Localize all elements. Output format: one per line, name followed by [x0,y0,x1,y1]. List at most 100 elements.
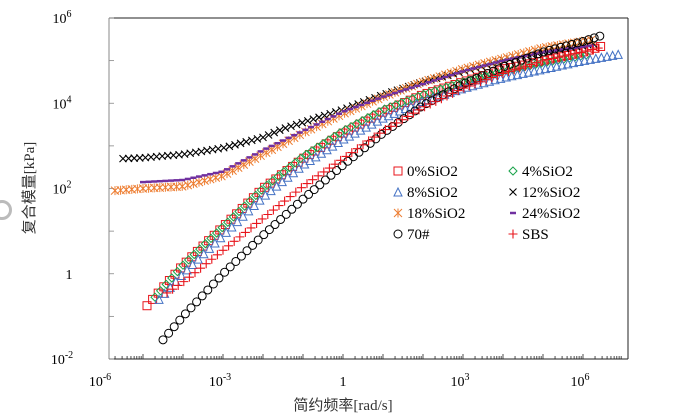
data-point [164,328,174,338]
data-point [532,58,542,68]
data-point [543,55,553,65]
data-point [236,139,245,148]
data-point [212,250,222,260]
data-point [453,86,463,96]
legend-item: 0%SiO2 [393,164,458,180]
x-tick-label: 10-3 [209,372,231,390]
data-point [585,54,596,64]
y-tick-label: 10-2 [51,350,73,368]
data-point [198,248,209,259]
data-point [313,171,323,181]
data-point [180,309,190,319]
legend-item: 12%SiO2 [509,185,580,201]
data-point [176,270,187,280]
data-point [150,292,160,302]
data-point [556,42,566,52]
y-tick-label: 104 [53,94,72,112]
data-point [158,335,168,345]
data-point [262,180,272,191]
data-point [358,140,368,150]
data-point [263,210,273,220]
data-point [248,240,258,250]
legend-label: 4%SiO2 [522,164,573,180]
data-point [518,68,528,78]
data-point [307,146,317,156]
data-point [505,59,515,69]
data-point [264,131,273,139]
data-point [257,214,267,224]
data-point [593,43,603,53]
data-point [214,273,224,283]
data-point [290,158,300,168]
x-tick-label: 106 [571,372,590,390]
legend-marker [508,166,518,176]
data-point [229,236,239,246]
data-point [511,57,521,67]
data-point [371,134,381,144]
data-point [303,117,312,125]
data-point [506,70,517,81]
data-point [173,280,183,290]
data-point [374,107,384,117]
data-point [245,157,254,167]
data-point [228,166,237,176]
data-point [561,41,571,51]
data-point [215,232,226,243]
legend-item: 70# [393,227,430,243]
data-point [274,201,284,211]
data-point [256,185,267,195]
data-point [253,235,263,245]
data-point [352,144,362,154]
data-point [309,185,319,195]
legend-label: 70# [407,227,430,243]
data-point [224,241,234,251]
data-point [588,45,598,55]
data-point [279,167,289,177]
legend-marker [393,208,403,218]
data-point [162,288,172,298]
data-point [203,285,213,295]
data-point [337,161,347,171]
data-point [276,214,286,224]
data-point [193,254,204,264]
data-point [308,175,318,185]
data-point [189,249,199,260]
data-point [225,142,234,151]
data-point [515,63,525,73]
data-point [225,262,235,272]
data-point [403,111,413,121]
data-point [236,251,246,261]
data-point [544,45,554,55]
data-point [211,228,222,238]
data-point [536,58,547,68]
data-point [249,200,260,210]
data-point [253,134,262,143]
data-point [589,33,599,43]
data-point [324,163,334,173]
data-point [183,255,194,265]
data-point [323,135,334,145]
data-point [281,124,290,132]
data-point [239,201,250,211]
data-point [312,142,323,153]
x-tick-label: 1 [340,375,347,390]
data-point [183,180,193,190]
data-point [315,113,323,122]
data-point [602,51,612,61]
data-point [557,59,568,70]
y-tick-labels: 10-2 1 102 104 106 [51,9,73,368]
data-point [595,31,605,41]
legend-item: SBS [508,227,549,243]
x-tick-label: 10-6 [89,372,111,390]
data-point [537,56,547,66]
data-point [368,110,379,120]
data-point [177,181,187,191]
data-point [504,67,514,77]
data-point [578,36,588,46]
data-point [318,139,328,149]
data-point [476,77,486,87]
data-point [380,125,390,135]
data-point [296,183,306,193]
legend-marker [393,229,403,239]
data-point [360,143,370,153]
